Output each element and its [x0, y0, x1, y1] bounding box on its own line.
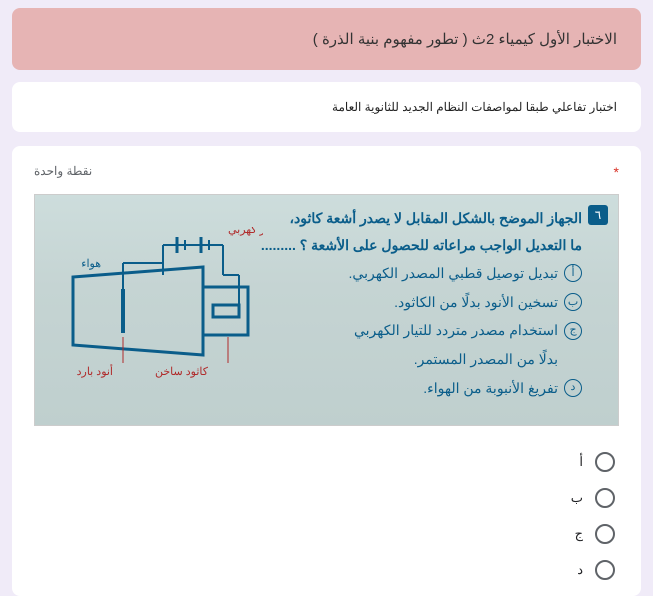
inline-option-cont: بدلًا من المصدر المستمر. [242, 346, 558, 373]
option-text: بدلًا من المصدر المستمر. [414, 346, 558, 373]
option-text: استخدام مصدر متردد للتيار الكهربي [354, 317, 558, 344]
inline-option: أ تبديل توصيل قطبي المصدر الكهربي. [242, 260, 582, 287]
question-number: ٦ [588, 205, 608, 225]
radio-icon[interactable] [595, 560, 615, 580]
answer-options: أ ب ج د [34, 442, 619, 588]
question-card: * نقطة واحدة ٦ الجهاز الموضح بالشكل المق… [12, 146, 641, 596]
answer-label: أ [579, 454, 583, 470]
radio-icon[interactable] [595, 452, 615, 472]
cathode-tube-diagram: مصدر كهربي هواء أنود بارد كاثود ساخن [53, 227, 263, 397]
label-anode: أنود بارد [77, 364, 113, 378]
option-text: تبديل توصيل قطبي المصدر الكهربي. [349, 260, 558, 287]
answer-option[interactable]: ب [38, 480, 615, 516]
label-air: هواء [81, 258, 101, 270]
required-marker: * [614, 164, 619, 180]
inline-option: ب تسخين الأنود بدلًا من الكاثود. [242, 289, 582, 316]
option-marker: د [564, 379, 582, 397]
question-text-block: الجهاز الموضح بالشكل المقابل لا يصدر أشع… [242, 205, 582, 403]
answer-label: ج [575, 526, 583, 542]
question-prompt: ما التعديل الواجب مراعاته للحصول على الأ… [242, 232, 582, 259]
option-text: تفريغ الأنبوبة من الهواء. [423, 375, 558, 402]
option-marker: ب [564, 293, 582, 311]
label-cathode: كاثود ساخن [155, 366, 209, 378]
question-image: ٦ الجهاز الموضح بالشكل المقابل لا يصدر أ… [34, 194, 619, 426]
answer-label: د [577, 562, 583, 578]
option-marker: أ [564, 264, 582, 282]
inline-option: د تفريغ الأنبوبة من الهواء. [242, 375, 582, 402]
label-source: مصدر كهربي [228, 227, 263, 236]
answer-option[interactable]: ج [38, 516, 615, 552]
form-description: اختبار تفاعلي طبقا لمواصفات النظام الجدي… [12, 82, 641, 132]
form-header: الاختبار الأول كيمياء 2ث ( تطور مفهوم بن… [12, 8, 641, 70]
radio-icon[interactable] [595, 488, 615, 508]
inline-option: ج استخدام مصدر متردد للتيار الكهربي [242, 317, 582, 344]
form-title: الاختبار الأول كيمياء 2ث ( تطور مفهوم بن… [36, 30, 617, 48]
answer-option[interactable]: أ [38, 444, 615, 480]
question-stem: الجهاز الموضح بالشكل المقابل لا يصدر أشع… [242, 205, 582, 232]
radio-icon[interactable] [595, 524, 615, 544]
option-marker: ج [564, 322, 582, 340]
question-points: نقطة واحدة [34, 164, 92, 178]
answer-label: ب [571, 490, 583, 506]
answer-option[interactable]: د [38, 552, 615, 588]
question-header: * نقطة واحدة [34, 164, 619, 180]
option-text: تسخين الأنود بدلًا من الكاثود. [394, 289, 558, 316]
